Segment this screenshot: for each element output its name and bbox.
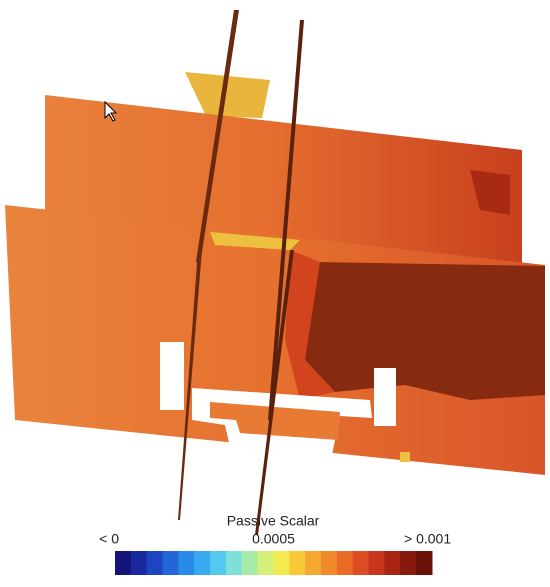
colorbar-segment xyxy=(162,551,179,575)
slice-spike xyxy=(196,10,239,265)
red-region xyxy=(285,250,335,400)
colorbar-segment xyxy=(194,551,211,575)
colorbar-segment xyxy=(416,551,433,575)
colorbar-tick-label: 0.0005 xyxy=(252,531,295,547)
colorbar-tick-label: < 0 xyxy=(99,531,119,547)
colorbar-segment xyxy=(130,551,148,575)
scene xyxy=(5,10,545,535)
colorbar-segment xyxy=(146,551,164,575)
colorbar-segment xyxy=(400,551,417,575)
colorbar-segment xyxy=(321,551,338,575)
cutout-inner xyxy=(210,402,340,440)
colorbar-segment xyxy=(384,551,401,575)
colorbar-segment xyxy=(336,551,354,575)
back-plane xyxy=(45,95,522,265)
slice-spike xyxy=(178,250,202,520)
top-wedge xyxy=(185,72,270,118)
colorbar-segment xyxy=(241,551,259,575)
cutout xyxy=(160,342,184,410)
colorbar-segment xyxy=(352,551,370,575)
legend-title: Passive Scalar xyxy=(227,513,320,529)
colorbar-segment xyxy=(305,551,322,575)
back-hotspot xyxy=(470,170,510,215)
colorbar-segment xyxy=(368,551,385,575)
cutout xyxy=(374,368,396,426)
cursor xyxy=(104,100,118,122)
colorbar-segment xyxy=(178,551,195,575)
colorbar-segment xyxy=(289,551,306,575)
colorbar-segment xyxy=(210,551,227,575)
front-highlight xyxy=(210,232,300,250)
slice-spike xyxy=(268,20,304,420)
colorbar-segment xyxy=(257,551,274,575)
slice-spike xyxy=(255,250,294,535)
colorbar-segment xyxy=(225,551,243,575)
colorbar-segment xyxy=(273,551,290,575)
colorbar-segment xyxy=(115,551,132,575)
dark-region xyxy=(305,262,545,400)
colorbar-tick-label: > 0.001 xyxy=(404,531,451,547)
hot-spot xyxy=(400,452,410,462)
